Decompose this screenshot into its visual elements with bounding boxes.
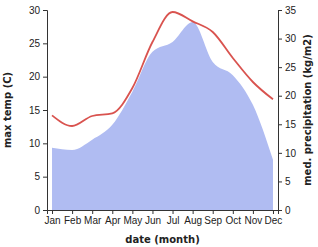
- tick-mark: [213, 210, 214, 214]
- tick-label: Jan: [44, 215, 60, 226]
- tick-label: Jun: [145, 215, 161, 226]
- tick: 30: [29, 5, 47, 16]
- tick-label: 35: [285, 5, 297, 16]
- tick-mark: [253, 210, 254, 214]
- tick: Feb: [64, 210, 82, 226]
- tick-label: 0: [34, 205, 40, 216]
- area: [52, 22, 273, 210]
- tick-mark: [278, 10, 282, 11]
- tick-mark: [43, 177, 47, 178]
- tick: Jan: [44, 210, 60, 226]
- tick-mark: [92, 210, 93, 214]
- marks: [52, 12, 273, 210]
- tick-label: Jul: [167, 215, 180, 226]
- tick-mark: [278, 153, 282, 154]
- tick-label: Nov: [244, 215, 262, 226]
- tick-label: 30: [29, 5, 41, 16]
- tick-mark: [278, 124, 282, 125]
- axis-title: max temp (C): [2, 72, 13, 148]
- tick-label: 5: [34, 171, 40, 182]
- tick-mark: [43, 143, 47, 144]
- axis-title: date (month): [125, 234, 199, 245]
- tick: 25: [278, 62, 297, 73]
- tick-label: Oct: [226, 215, 242, 226]
- tick-mark: [43, 210, 47, 211]
- tick-mark: [112, 210, 113, 214]
- tick: Jun: [145, 210, 161, 226]
- tick: Jul: [167, 210, 180, 226]
- axis: Jan FebMarAprMayJun Jul AugSep OctNovDec: [44, 210, 282, 226]
- tick-label: 0: [285, 205, 291, 216]
- tick-label: Aug: [184, 215, 202, 226]
- tick-label: Apr: [105, 215, 121, 226]
- tick-mark: [278, 39, 282, 40]
- tick-label: 5: [285, 176, 291, 187]
- axis: 0 5 10 15 20 25 30 35: [278, 5, 297, 216]
- tick-label: 10: [29, 138, 41, 149]
- tick-label: 20: [285, 90, 297, 101]
- tick: Sep: [204, 210, 222, 226]
- tick-mark: [43, 10, 47, 11]
- tick-mark: [233, 210, 234, 214]
- tick: 10: [278, 148, 297, 159]
- tick-label: 20: [29, 71, 41, 82]
- axis: 0 5 10 15 20 25 30: [29, 5, 48, 216]
- tick-mark: [278, 181, 282, 182]
- tick-mark: [193, 210, 194, 214]
- tick-mark: [278, 96, 282, 97]
- tick: 0: [278, 205, 291, 216]
- tick-label: May: [123, 215, 142, 226]
- tick: 5: [34, 171, 47, 182]
- tick: Dec: [265, 210, 283, 226]
- tick-label: 15: [285, 119, 297, 130]
- tick: Mar: [84, 210, 102, 226]
- tick-mark: [52, 210, 53, 214]
- tick-label: 15: [29, 105, 41, 116]
- tick: Nov: [244, 210, 262, 226]
- plot: JanFebMarAprMayJunJulAugSepOctNovDec0510…: [29, 5, 297, 226]
- tick-label: Feb: [64, 215, 82, 226]
- tick-mark: [152, 210, 153, 214]
- tick-label: Dec: [265, 215, 283, 226]
- tick-label: 30: [285, 33, 297, 44]
- tick: 5: [278, 176, 291, 187]
- tick: 30: [278, 33, 297, 44]
- axis-title: med. precipitation (kg/m2): [302, 34, 313, 186]
- tick: 25: [29, 38, 47, 49]
- axis-line: [279, 11, 283, 211]
- tick-mark: [43, 43, 47, 44]
- axis-line: [48, 211, 279, 215]
- line: [52, 12, 273, 126]
- tick-label: Sep: [204, 215, 222, 226]
- tick: Oct: [226, 210, 242, 226]
- tick-mark: [43, 110, 47, 111]
- tick: 10: [29, 138, 47, 149]
- tick-label: 25: [29, 38, 41, 49]
- tick: 0: [34, 205, 47, 216]
- axis-line: [43, 11, 48, 211]
- tick: Aug: [184, 210, 202, 226]
- tick-label: 10: [285, 148, 297, 159]
- tick: 20: [278, 90, 297, 101]
- tick-mark: [72, 210, 73, 214]
- tick-mark: [132, 210, 133, 214]
- chart: JanFebMarAprMayJunJulAugSepOctNovDec0510…: [0, 0, 318, 247]
- tick: 15: [278, 119, 297, 130]
- tick-mark: [273, 210, 274, 214]
- tick: 20: [29, 71, 47, 82]
- tick: 15: [29, 105, 47, 116]
- tick: 35: [278, 5, 297, 16]
- tick-label: 25: [285, 62, 297, 73]
- tick-label: Mar: [84, 215, 102, 226]
- tick-mark: [173, 210, 174, 214]
- tick-mark: [278, 67, 282, 68]
- tick-mark: [278, 210, 282, 211]
- tick-mark: [43, 77, 47, 78]
- tick: May: [123, 210, 142, 226]
- tick: Apr: [105, 210, 121, 226]
